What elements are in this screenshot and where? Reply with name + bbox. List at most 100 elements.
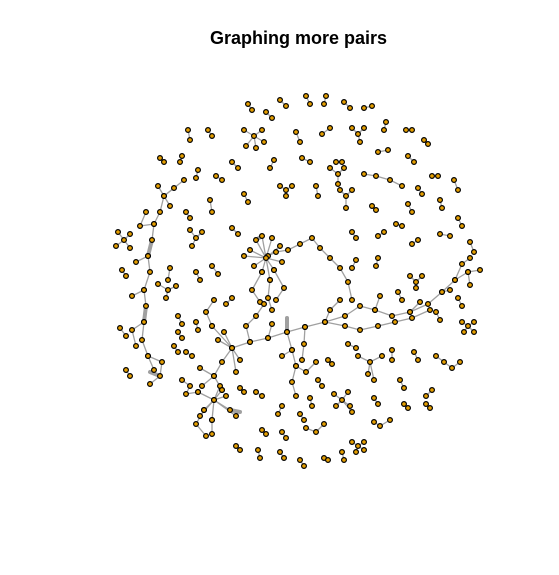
graph-node (429, 173, 436, 180)
graph-node (199, 229, 206, 236)
graph-node (126, 231, 133, 238)
graph-node (255, 447, 262, 454)
graph-nodes (112, 92, 484, 470)
graph-node (145, 353, 152, 360)
graph-node (281, 285, 288, 292)
graph-node (349, 297, 356, 304)
graph-node (341, 457, 348, 464)
graph-node (397, 377, 404, 384)
graph-node (361, 104, 368, 111)
graph-edge (261, 235, 267, 259)
graph-node (149, 237, 156, 244)
graph-node (307, 159, 314, 166)
graph-edge (251, 271, 263, 291)
graph-node (439, 289, 446, 296)
graph-node (361, 171, 368, 178)
graph-node (122, 367, 129, 374)
graph-node (195, 167, 202, 174)
graph-edge (369, 361, 375, 381)
graph-node (293, 363, 300, 370)
graph-node (409, 241, 416, 248)
graph-node (269, 307, 276, 314)
graph-node (313, 183, 320, 190)
graph-node (407, 273, 414, 280)
graph-node (155, 183, 162, 190)
graph-node (371, 395, 378, 402)
graph-node (249, 287, 256, 294)
graph-node (405, 405, 412, 412)
graph-node (251, 133, 258, 140)
graph-node (259, 427, 266, 434)
graph-node (165, 287, 172, 294)
graph-node (171, 343, 178, 350)
graph-node (229, 295, 236, 302)
graph-edge (391, 311, 411, 317)
graph-node (377, 423, 384, 430)
graph-node (467, 282, 474, 289)
graph-node (126, 373, 133, 380)
graph-node (249, 106, 256, 113)
graph-node (349, 409, 356, 416)
graph-node (353, 235, 360, 242)
graph-node (375, 149, 382, 156)
graph-node (343, 193, 350, 200)
graph-node (389, 357, 396, 364)
graph-node (471, 249, 478, 256)
graph-node (455, 215, 462, 222)
graph-node (361, 439, 368, 446)
graph-node (165, 277, 172, 284)
graph-node (471, 319, 478, 326)
graph-edge (324, 321, 346, 327)
graph-node (277, 449, 284, 456)
graph-node (339, 159, 346, 166)
graph-node (345, 341, 352, 348)
graph-node (339, 449, 346, 456)
graph-node (285, 247, 292, 254)
graph-node (381, 126, 388, 133)
graph-node (322, 319, 329, 326)
graph-node (279, 259, 286, 266)
graph-node (251, 263, 258, 270)
graph-node (259, 233, 266, 240)
graph-node (357, 139, 364, 146)
graph-node (245, 100, 252, 107)
graph-node (205, 126, 212, 133)
graph-node (133, 259, 140, 266)
graph-node (337, 297, 344, 304)
graph-node (345, 389, 352, 396)
graph-edge (211, 325, 233, 349)
graph-node (355, 353, 362, 360)
graph-node (419, 191, 426, 198)
graph-node (284, 329, 291, 336)
graph-node (461, 329, 468, 336)
graph-node (327, 307, 334, 314)
graph-node (253, 313, 260, 320)
graph-node (189, 353, 196, 360)
graph-node (425, 301, 432, 308)
graph-node (289, 379, 296, 386)
graph-node (273, 249, 280, 256)
graph-node (335, 181, 342, 188)
graph-node (369, 203, 376, 210)
graph-edge (324, 315, 346, 323)
graph-node (293, 129, 300, 136)
graph-node (179, 335, 186, 342)
graph-node (116, 325, 123, 332)
graph-node (209, 417, 216, 424)
graph-node (343, 205, 350, 212)
graph-edge (231, 341, 251, 349)
graph-node (211, 397, 218, 404)
graph-edge (409, 303, 429, 313)
graph-edge (359, 325, 379, 331)
graph-node (465, 323, 472, 330)
graph-node (227, 407, 234, 414)
graph-node (415, 237, 422, 244)
graph-node (243, 323, 250, 330)
graph-node (271, 157, 278, 164)
graph-node (321, 100, 328, 107)
graph-node (325, 357, 332, 364)
graph-node (411, 159, 418, 166)
graph-node (452, 277, 459, 284)
graph-node (337, 187, 344, 194)
graph-node (347, 104, 354, 111)
